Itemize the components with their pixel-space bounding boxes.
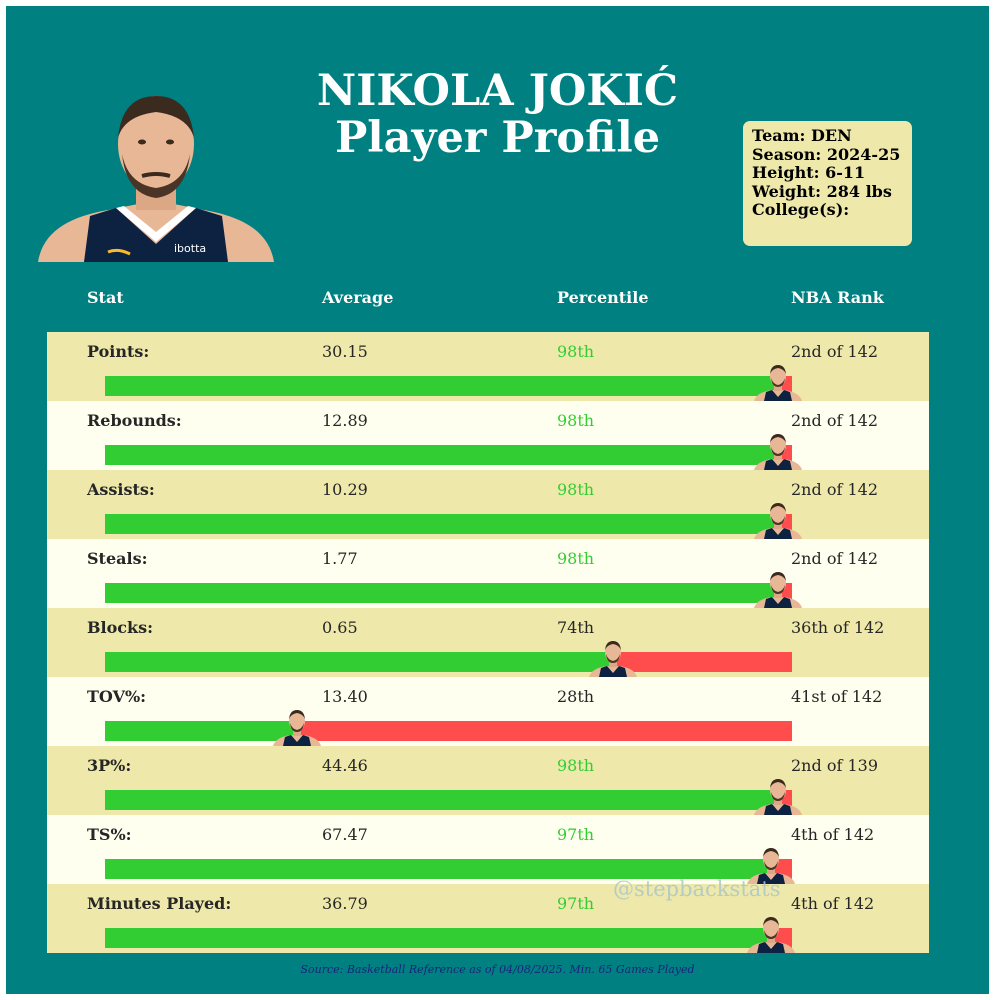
stat-label: 3P%: <box>87 756 132 775</box>
table-row: Rebounds: 12.89 98th 2nd of 142 <box>47 401 929 470</box>
stat-label: Assists: <box>87 480 155 499</box>
column-header-percentile: Percentile <box>557 288 649 307</box>
stat-nba-rank: 2nd of 142 <box>791 549 878 568</box>
info-weight: Weight: 284 lbs <box>752 181 892 201</box>
stat-percentile: 98th <box>557 342 595 361</box>
info-college: College(s): <box>752 200 850 220</box>
table-row: Minutes Played: 36.79 97th 4th of 142 <box>47 884 929 953</box>
stat-average: 0.65 <box>322 618 358 637</box>
stat-label: Points: <box>87 342 150 361</box>
stat-percentile: 98th <box>557 411 595 430</box>
table-row: Points: 30.15 98th 2nd of 142 <box>47 332 929 401</box>
percentile-bar <box>105 365 803 401</box>
stat-label: Rebounds: <box>87 411 182 430</box>
watermark: @stepbackstats <box>613 877 781 901</box>
player-marker-icon <box>754 364 803 401</box>
column-header-average: Average <box>322 288 394 307</box>
stat-nba-rank: 41st of 142 <box>791 687 883 706</box>
percentile-bar-fill <box>105 514 779 534</box>
percentile-bar-fill <box>105 928 772 948</box>
player-marker-icon <box>747 847 796 884</box>
source-note: Source: Basketball Reference as of 04/08… <box>300 963 695 976</box>
percentile-bar <box>105 572 803 608</box>
info-height: Height: 6-11 <box>752 163 866 183</box>
stat-nba-rank: 2nd of 142 <box>791 411 878 430</box>
stat-label: Minutes Played: <box>87 894 232 913</box>
percentile-bar <box>105 710 792 746</box>
player-headshot-icon: ibotta <box>38 96 274 262</box>
percentile-bar-fill <box>105 859 772 879</box>
percentile-bar-fill <box>105 721 298 741</box>
player-name: NIKOLA JOKIĆ <box>316 66 679 116</box>
stat-percentile: 74th <box>557 618 595 637</box>
column-header-stat: Stat <box>87 288 124 307</box>
table-row: 3P%: 44.46 98th 2nd of 139 <box>47 746 929 815</box>
stat-nba-rank: 2nd of 142 <box>791 480 878 499</box>
percentile-bar-fill <box>105 583 779 603</box>
stat-label: TOV%: <box>87 687 147 706</box>
percentile-bar-fill <box>105 790 779 810</box>
player-marker-icon <box>754 502 803 539</box>
percentile-bar-fill <box>105 652 614 672</box>
stat-percentile: 98th <box>557 480 595 499</box>
player-marker-icon <box>754 433 803 470</box>
player-marker-icon <box>273 709 322 746</box>
percentile-bar <box>105 641 792 677</box>
stat-average: 10.29 <box>322 480 368 499</box>
stat-nba-rank: 4th of 142 <box>791 894 875 913</box>
percentile-bar <box>105 848 796 884</box>
stat-percentile: 28th <box>557 687 595 706</box>
percentile-bar <box>105 434 803 470</box>
stat-percentile: 97th <box>557 825 595 844</box>
stat-nba-rank: 2nd of 139 <box>791 756 878 775</box>
stat-nba-rank: 4th of 142 <box>791 825 875 844</box>
table-row: TOV%: 13.40 28th 41st of 142 <box>47 677 929 746</box>
percentile-bar <box>105 779 803 815</box>
page-title: NIKOLA JOKIĆ Player Profile <box>0 68 995 162</box>
percentile-bar <box>105 503 803 539</box>
stat-percentile: 97th <box>557 894 595 913</box>
stat-average: 36.79 <box>322 894 368 913</box>
title-subtitle: Player Profile <box>334 113 661 163</box>
percentile-bar-fill <box>105 445 779 465</box>
percentile-bar <box>105 917 796 953</box>
table-row: TS%: 67.47 97th 4th of 142 <box>47 815 929 884</box>
table-row: Steals: 1.77 98th 2nd of 142 <box>47 539 929 608</box>
stats-table: Points: 30.15 98th 2nd of 142 Rebounds: 12.89… <box>47 332 929 953</box>
stat-label: TS%: <box>87 825 132 844</box>
stat-label: Steals: <box>87 549 148 568</box>
info-season: Season: 2024-25 <box>752 144 901 164</box>
stat-average: 67.47 <box>322 825 368 844</box>
stat-nba-rank: 36th of 142 <box>791 618 885 637</box>
table-row: Assists: 10.29 98th 2nd of 142 <box>47 470 929 539</box>
player-marker-icon <box>589 640 638 677</box>
column-header-nba-rank: NBA Rank <box>791 288 884 307</box>
stat-label: Blocks: <box>87 618 154 637</box>
player-marker-icon <box>754 571 803 608</box>
stat-nba-rank: 2nd of 142 <box>791 342 878 361</box>
player-info-box: Team: DEN Season: 2024-25 Height: 6-11 W… <box>743 121 912 246</box>
stat-percentile: 98th <box>557 549 595 568</box>
player-marker-icon <box>754 778 803 815</box>
stat-average: 1.77 <box>322 549 358 568</box>
stat-average: 44.46 <box>322 756 368 775</box>
table-row: Blocks: 0.65 74th 36th of 142 <box>47 608 929 677</box>
stat-average: 13.40 <box>322 687 368 706</box>
stat-average: 30.15 <box>322 342 368 361</box>
stat-average: 12.89 <box>322 411 368 430</box>
percentile-bar-fill <box>105 376 779 396</box>
info-team: Team: DEN <box>752 126 852 145</box>
stat-percentile: 98th <box>557 756 595 775</box>
player-marker-icon <box>747 916 796 953</box>
svg-text:ibotta: ibotta <box>174 242 206 255</box>
